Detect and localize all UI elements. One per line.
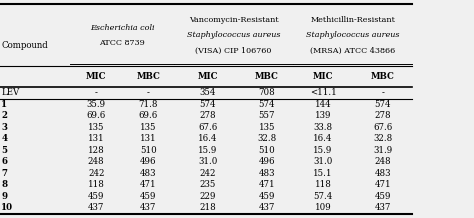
Text: 33.8: 33.8 — [313, 123, 333, 132]
Text: 235: 235 — [200, 181, 216, 189]
Text: 118: 118 — [88, 181, 105, 189]
Text: 471: 471 — [140, 181, 157, 189]
Text: 437: 437 — [140, 203, 156, 212]
Text: 3: 3 — [1, 123, 8, 132]
Text: 574: 574 — [200, 100, 216, 109]
Text: 354: 354 — [200, 89, 216, 97]
Text: 15.9: 15.9 — [198, 146, 217, 155]
Text: 32.8: 32.8 — [257, 135, 276, 143]
Text: 139: 139 — [315, 111, 331, 120]
Text: 5: 5 — [1, 146, 8, 155]
Text: 437: 437 — [259, 203, 275, 212]
Text: 31.9: 31.9 — [373, 146, 392, 155]
Text: 437: 437 — [374, 203, 391, 212]
Text: 7: 7 — [1, 169, 8, 178]
Text: 510: 510 — [258, 146, 275, 155]
Text: 135: 135 — [259, 123, 275, 132]
Text: Escherichia coli: Escherichia coli — [90, 24, 155, 32]
Text: 69.6: 69.6 — [139, 111, 158, 120]
Text: LEV: LEV — [1, 89, 20, 97]
Text: MIC: MIC — [313, 72, 333, 81]
Text: 557: 557 — [259, 111, 275, 120]
Text: 459: 459 — [374, 192, 391, 201]
Text: 229: 229 — [200, 192, 216, 201]
Text: 31.0: 31.0 — [313, 157, 333, 166]
Text: 574: 574 — [259, 100, 275, 109]
Text: Methicillin-Resistant: Methicillin-Resistant — [310, 16, 395, 24]
Text: <11.1: <11.1 — [310, 89, 337, 97]
Text: 109: 109 — [315, 203, 331, 212]
Text: 6: 6 — [1, 157, 8, 166]
Text: 278: 278 — [374, 111, 391, 120]
Text: 10: 10 — [1, 203, 14, 212]
Text: 67.6: 67.6 — [198, 123, 217, 132]
Text: 437: 437 — [88, 203, 104, 212]
Text: 242: 242 — [88, 169, 104, 178]
Text: 483: 483 — [259, 169, 275, 178]
Text: Vancomycin-Resistant: Vancomycin-Resistant — [189, 16, 279, 24]
Text: 496: 496 — [259, 157, 275, 166]
Text: 69.6: 69.6 — [87, 111, 106, 120]
Text: 510: 510 — [140, 146, 157, 155]
Text: 459: 459 — [140, 192, 156, 201]
Text: 16.4: 16.4 — [313, 135, 333, 143]
Text: 496: 496 — [140, 157, 156, 166]
Text: 708: 708 — [258, 89, 275, 97]
Text: 278: 278 — [199, 111, 216, 120]
Text: Compound: Compound — [1, 41, 48, 50]
Text: ATCC 8739: ATCC 8739 — [100, 39, 145, 47]
Text: 71.8: 71.8 — [138, 100, 158, 109]
Text: MIC: MIC — [197, 72, 218, 81]
Text: MIC: MIC — [86, 72, 107, 81]
Text: -: - — [147, 89, 150, 97]
Text: 118: 118 — [315, 181, 331, 189]
Text: 483: 483 — [140, 169, 156, 178]
Text: 471: 471 — [374, 181, 391, 189]
Text: 67.6: 67.6 — [373, 123, 392, 132]
Text: 483: 483 — [374, 169, 391, 178]
Text: 35.9: 35.9 — [87, 100, 106, 109]
Text: 8: 8 — [1, 181, 8, 189]
Text: 1: 1 — [1, 100, 8, 109]
Text: MBC: MBC — [371, 72, 395, 81]
Text: Staphylococcus aureus: Staphylococcus aureus — [306, 31, 400, 39]
Text: 242: 242 — [200, 169, 216, 178]
Text: 16.4: 16.4 — [198, 135, 217, 143]
Text: 128: 128 — [88, 146, 105, 155]
Text: MBC: MBC — [255, 72, 279, 81]
Text: -: - — [381, 89, 384, 97]
Text: 4: 4 — [1, 135, 8, 143]
Text: 218: 218 — [199, 203, 216, 212]
Text: 135: 135 — [88, 123, 104, 132]
Text: 459: 459 — [259, 192, 275, 201]
Text: 135: 135 — [140, 123, 156, 132]
Text: 144: 144 — [315, 100, 331, 109]
Text: 2: 2 — [1, 111, 8, 120]
Text: 9: 9 — [1, 192, 8, 201]
Text: 574: 574 — [374, 100, 391, 109]
Text: 248: 248 — [88, 157, 105, 166]
Text: 131: 131 — [140, 135, 157, 143]
Text: 248: 248 — [374, 157, 391, 166]
Text: 31.0: 31.0 — [198, 157, 217, 166]
Text: (MRSA) ATCC 43866: (MRSA) ATCC 43866 — [310, 47, 395, 55]
Text: Staphylococcus aureus: Staphylococcus aureus — [187, 31, 281, 39]
Text: 15.9: 15.9 — [313, 146, 333, 155]
Text: -: - — [95, 89, 98, 97]
Text: MBC: MBC — [137, 72, 160, 81]
Text: 471: 471 — [258, 181, 275, 189]
Text: 459: 459 — [88, 192, 104, 201]
Text: 32.8: 32.8 — [373, 135, 392, 143]
Text: 15.1: 15.1 — [313, 169, 333, 178]
Text: (VISA) CIP 106760: (VISA) CIP 106760 — [195, 47, 272, 55]
Text: 57.4: 57.4 — [313, 192, 333, 201]
Text: 131: 131 — [88, 135, 105, 143]
